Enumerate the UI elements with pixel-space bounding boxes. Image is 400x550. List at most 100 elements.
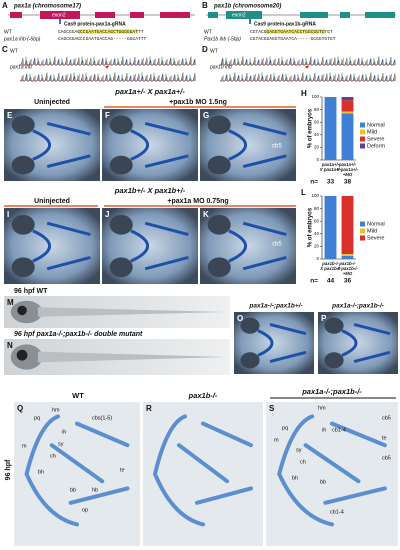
- eye: [11, 257, 35, 278]
- gene-title: pax1a (chromosome17): [13, 4, 81, 10]
- y-tick-label: 100: [311, 94, 319, 99]
- y-tick-label: 40: [314, 132, 320, 137]
- x-tick-label: +MO: [343, 172, 353, 177]
- bar-segment: [324, 196, 337, 259]
- x-tick-label: pax1b-/-: [338, 261, 356, 266]
- eye: [11, 214, 35, 235]
- grna-label: Cas9 protein-pax1a-gRNA: [64, 21, 126, 27]
- y-tick-label: 100: [311, 193, 319, 198]
- sequence: CAGCGGAGCCGAATGACCAG-----GGGATTT: [58, 36, 146, 42]
- annotation: cb5: [272, 144, 282, 150]
- cartilage-label: op: [82, 507, 88, 513]
- legend-swatch: [360, 228, 365, 234]
- trace: [20, 74, 196, 82]
- legend-swatch: [360, 235, 365, 241]
- cartilage-label: te: [382, 435, 387, 441]
- cartilage: [32, 221, 91, 271]
- y-axis-label: % of embryos: [308, 108, 314, 148]
- trace: [20, 58, 196, 66]
- gene-title: pax1b (chromosome20): [213, 4, 281, 10]
- eye: [240, 352, 260, 369]
- x-tick-label: X pax1a+/-: [336, 167, 359, 172]
- panel-title: pax1b-/-: [188, 391, 218, 400]
- panel-title: pax1a-/-;pax1b+/-: [248, 303, 302, 310]
- eye: [207, 155, 231, 175]
- mutant-label: pax1a ihb: [9, 64, 32, 70]
- eye: [109, 257, 133, 278]
- cartilage-label: cbs(1-5): [92, 415, 112, 421]
- y-tick-label: 40: [314, 231, 320, 236]
- cartilage: [277, 414, 387, 527]
- y-tick-label: 20: [314, 145, 320, 150]
- panel-label: D: [202, 45, 208, 54]
- eye: [324, 317, 344, 334]
- panel-title: WT: [72, 391, 84, 400]
- y-tick-label: 60: [314, 119, 320, 124]
- eye: [109, 115, 133, 135]
- legend-label: Normal: [367, 122, 385, 128]
- x-tick-label: pax1a+/-: [338, 162, 357, 167]
- wt-label: WT: [210, 48, 218, 54]
- panel-label: J: [105, 210, 109, 219]
- cartilage: [130, 221, 189, 271]
- x-tick-label: +MO: [343, 271, 353, 276]
- sequence: CAGCGGAGCCGAATGACCAGCTGGGGGATTT: [58, 29, 144, 35]
- panel-label: S: [269, 404, 275, 413]
- bar-segment: [341, 253, 354, 256]
- eye: [109, 214, 133, 235]
- eye: [324, 352, 344, 369]
- bar-segment: [341, 97, 354, 101]
- wt-label: WT: [4, 29, 12, 35]
- cartilage-label: ch: [300, 459, 306, 465]
- cartilage-label: m: [22, 443, 27, 449]
- legend-label: Mild: [367, 228, 377, 234]
- photo: [266, 402, 398, 546]
- cut-marker: [105, 66, 109, 69]
- legend-swatch: [360, 122, 365, 128]
- cartilage-label: bb: [70, 487, 76, 493]
- photo: [143, 402, 263, 546]
- trace: [20, 56, 196, 66]
- x-tick-label: X pax1b-/-: [336, 266, 358, 271]
- panel-label: Q: [17, 404, 23, 413]
- bar-segment: [341, 100, 354, 112]
- cartilage-label: bh: [292, 475, 298, 481]
- exon-label: exon2: [232, 12, 246, 18]
- charts: H 0 20 40 60 80 100 % of embryos pax1a+/-X pax1a…: [301, 89, 385, 285]
- trace: [220, 58, 396, 66]
- side-label: 96 hpf: [5, 459, 12, 480]
- panel-label: R: [146, 404, 152, 413]
- n-label: n=: [310, 278, 318, 285]
- eye: [11, 115, 35, 135]
- y-tick-label: 20: [314, 244, 320, 249]
- y-axis-label: % of embryos: [308, 207, 314, 247]
- cartilage-label: hm: [318, 405, 326, 411]
- cartilage: [257, 322, 307, 364]
- eye: [207, 257, 231, 278]
- panel-title: pax1a-/-;pax1b-/-: [331, 303, 384, 310]
- panel-label: L: [301, 188, 306, 197]
- cartilage-label: ih: [62, 429, 66, 435]
- eye: [207, 115, 231, 135]
- highlight: [265, 29, 325, 34]
- bar-segment: [324, 97, 337, 160]
- cartilage: [228, 221, 287, 271]
- panel-title: pax1a-/-;pax1b-/-: [301, 387, 362, 396]
- sequence: CGTACGGAGGTGAATCACCTGGCGGTGTGT: [250, 29, 333, 35]
- cartilage-label: pq: [34, 415, 40, 421]
- x-tick-label: pax1b-/-: [321, 261, 339, 266]
- legend-label: Severe: [367, 235, 384, 241]
- y-tick-label: 80: [314, 107, 320, 112]
- cartilage-label: bb: [320, 479, 326, 485]
- bar-segment: [341, 111, 354, 114]
- panel-label: K: [203, 210, 209, 219]
- cartilage-label: ih: [322, 427, 326, 433]
- panel-label: P: [321, 314, 327, 323]
- condition-label: +pax1a MO 0.75ng: [167, 198, 228, 205]
- trace: [220, 74, 396, 82]
- n-value: 44: [327, 278, 335, 285]
- legend-label: Severe: [367, 136, 384, 142]
- panel-title: 96 hpf WT: [14, 288, 48, 295]
- eye: [11, 155, 35, 175]
